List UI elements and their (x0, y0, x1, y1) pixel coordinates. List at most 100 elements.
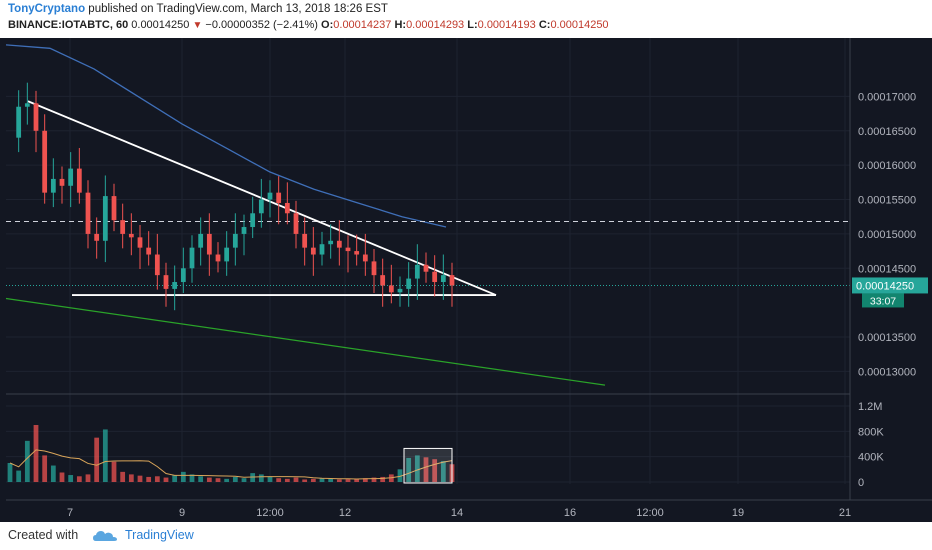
candle-body (432, 271, 438, 283)
volume-bar (180, 471, 186, 482)
time-tick-label: 12:00 (636, 507, 664, 519)
countdown-label: 33:07 (870, 295, 896, 307)
volume-bar (24, 440, 30, 482)
candle-body (423, 264, 429, 272)
chart-background (0, 38, 932, 522)
publish-line: TonyCryptano published on TradingView.co… (8, 3, 388, 15)
change-value: −0.00000352 (−2.41%) (205, 19, 318, 31)
last-price-value: 0.00014250 (131, 19, 190, 31)
volume-tick-label: 1.2M (858, 401, 882, 413)
candle-body (276, 192, 282, 203)
candle-body (241, 227, 247, 234)
volume-bar (198, 476, 204, 482)
candle-body (250, 213, 256, 228)
volume-bar (42, 455, 48, 482)
candle-body (94, 233, 100, 241)
candle-body (24, 103, 30, 107)
candle-body (328, 240, 334, 245)
high-value: 0.00014293 (406, 19, 465, 31)
volume-bar (371, 477, 377, 482)
high-label: H: (394, 19, 407, 31)
volume-bar (154, 476, 160, 482)
time-tick-label: 14 (451, 507, 463, 519)
volume-layer (7, 425, 455, 484)
volume-bar (241, 478, 247, 482)
volume-bar (224, 478, 230, 482)
volume-bar (120, 471, 126, 482)
chart-footer: Created with TradingView (0, 522, 932, 550)
candle-body (59, 178, 65, 186)
volume-bar (354, 478, 360, 482)
candle-body (172, 282, 178, 289)
price-chart[interactable]: 0.00017000 0.00016500 0.00016000 0.00015500… (0, 38, 932, 522)
last-price-tag-bg (852, 277, 928, 294)
candles-layer (16, 82, 455, 311)
volume-tick-label: 0 (858, 477, 864, 489)
candle-body (319, 244, 325, 255)
volume-bar (128, 474, 134, 482)
candle-body (102, 196, 108, 241)
volume-bar (206, 477, 212, 482)
candle-body (180, 268, 186, 283)
candle-body (16, 106, 22, 138)
chart-overlays (5, 44, 850, 386)
candle-body (85, 192, 91, 234)
volume-bar (76, 476, 82, 482)
candle-body (310, 247, 316, 255)
candle-body (154, 254, 160, 276)
candle-body (111, 196, 117, 221)
time-tick-label: 19 (732, 507, 744, 519)
volume-bar (276, 478, 282, 482)
volume-bar (7, 463, 13, 482)
candle-body (258, 199, 264, 214)
time-tick-label: 16 (564, 507, 576, 519)
volume-bar (94, 437, 100, 482)
created-with-text: Created with (8, 528, 79, 542)
volume-bar (440, 461, 446, 482)
price-tick-label: 0.00015000 (858, 229, 916, 241)
author-name[interactable]: TonyCryptano (8, 3, 86, 15)
volume-tick-label: 800K (858, 426, 884, 438)
volume-bar (414, 455, 420, 482)
volume-tick-label: 400K (858, 452, 884, 464)
volume-bar (146, 476, 152, 482)
volume-bar (33, 425, 39, 482)
volume-moving-average (9, 449, 453, 480)
candle-body (163, 275, 169, 289)
time-tick-label: 12:00 (256, 507, 284, 519)
green-trendline (5, 297, 606, 386)
candle-body (33, 103, 39, 131)
price-tick-label: 0.00016500 (858, 126, 916, 138)
tradingview-cloud-icon (93, 531, 117, 541)
price-tick-label: 0.00017000 (858, 91, 916, 103)
candle-body (336, 240, 342, 248)
last-price-tag-label: 0.00014250 (856, 280, 914, 292)
published-text: published on TradingView.com, March 13, … (88, 3, 388, 15)
tradingview-brand[interactable]: TradingView (125, 528, 194, 542)
volume-bar (267, 476, 273, 482)
volume-bar (336, 479, 342, 482)
volume-bar (319, 478, 325, 482)
price-tick-label: 0.00013500 (858, 332, 916, 344)
change-down-icon: ▼ (192, 20, 203, 31)
volume-bar (137, 475, 143, 482)
volume-bar (423, 457, 429, 482)
candle-body (397, 288, 403, 293)
candle-body (68, 168, 74, 186)
candle-body (146, 247, 152, 255)
candle-body (42, 130, 48, 193)
candle-body (371, 261, 377, 276)
time-tick-label: 9 (179, 507, 185, 519)
candle-body (224, 247, 230, 262)
candle-body (362, 254, 368, 262)
low-label: L: (467, 19, 478, 31)
symbol-label: BINANCE:IOTABTC, 60 (8, 19, 129, 31)
candle-body (449, 275, 455, 286)
candle-body (198, 233, 204, 248)
volume-bar (102, 429, 108, 482)
volume-highlight-box (403, 447, 453, 484)
volume-bar (345, 479, 351, 482)
chart-header: TonyCryptano published on TradingView.co… (0, 0, 932, 38)
price-tick-label: 0.00013000 (858, 366, 916, 378)
time-tick-label: 21 (839, 507, 851, 519)
